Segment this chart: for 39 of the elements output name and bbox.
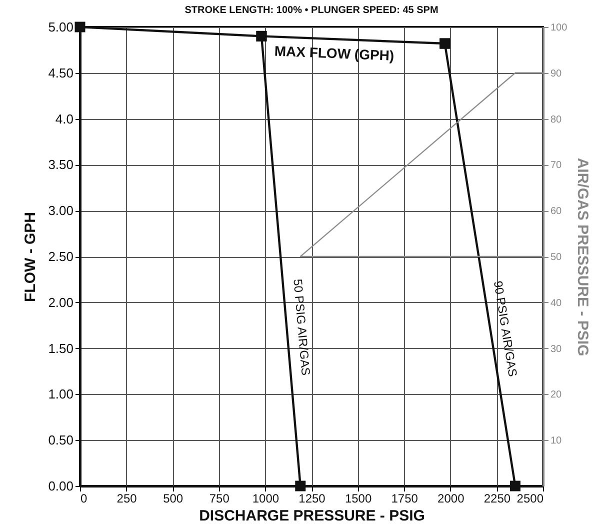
y2-tick-label: 70 [550, 160, 562, 172]
y2-tick-label: 10 [550, 436, 562, 447]
y-tick-label: 2.50 [48, 249, 74, 264]
y-tick-label: 1.50 [48, 340, 74, 356]
x-tick-label: 1000 [252, 492, 280, 506]
x-tick-label: 2250 [484, 492, 511, 506]
text: 50 PSIG AIR/GAS [290, 278, 313, 376]
x-tick-label: 1500 [344, 492, 372, 506]
x-tick-label: 2000 [438, 492, 465, 506]
y-tick-label: 0.00 [48, 478, 74, 494]
y2-tick-label: 100 [550, 22, 568, 34]
x-tick-label: 500 [163, 492, 184, 506]
y2-tick-label: 40 [550, 298, 562, 309]
y-tick-label: 3.00 [48, 203, 74, 218]
y2-tick-label: 90 [550, 68, 562, 80]
y2-tick-label: 80 [550, 114, 562, 126]
y-tick-label: 4.0 [55, 111, 74, 126]
x-tick-label: 0 [80, 492, 88, 506]
x-tick-label: 750 [209, 492, 230, 506]
x-tick-label: 1750 [391, 492, 418, 506]
y2-tick-label: 50 [550, 252, 562, 263]
x-tick-label: 1250 [298, 492, 326, 506]
x-tick-label: 250 [116, 492, 138, 506]
text: 90 PSIG AIR/GAS [490, 280, 520, 378]
series-label: MAX FLOW (GPH) [274, 42, 394, 64]
x-tick-label: 2500 [516, 492, 544, 506]
y-tick-label: 4.50 [48, 65, 74, 80]
y-axis-title: FLOW - GPH [22, 212, 40, 302]
y-tick-label: 2.00 [48, 294, 74, 310]
y-tick-label: 3.50 [48, 157, 74, 172]
y2-axis-title: AIR/GAS PRESSURE - PSIG [574, 158, 592, 356]
y-tick-label: 0.50 [48, 432, 74, 448]
y2-tick-label: 20 [550, 390, 562, 401]
chart-title: STROKE LENGTH: 100% • PLUNGER SPEED: 45 SPM [184, 5, 438, 16]
x-axis-title: DISCHARGE PRESSURE - PSIG [199, 508, 425, 524]
y2-tick-label: 60 [550, 206, 562, 218]
y-tick-label: 1.00 [48, 386, 74, 402]
y2-tick-label: 30 [550, 344, 562, 355]
y-tick-label: 5.00 [48, 20, 74, 34]
